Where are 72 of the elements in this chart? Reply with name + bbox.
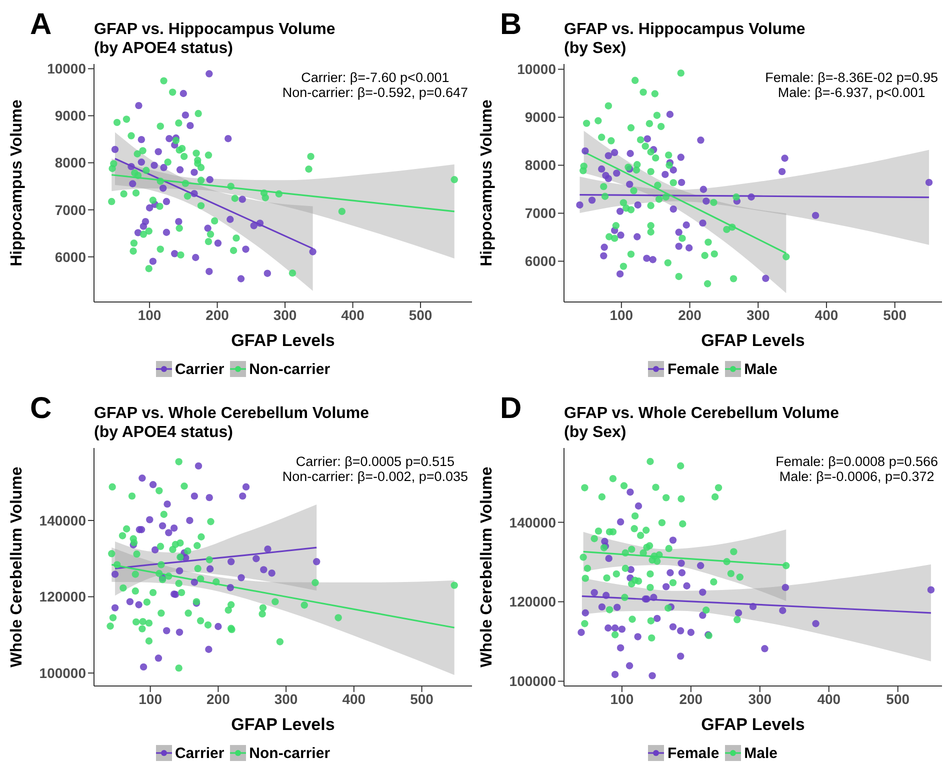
x-tick-label: 300 <box>273 306 297 323</box>
x-axis-title: GFAP Levels <box>231 715 335 734</box>
x-tick-label: 200 <box>206 306 230 323</box>
x-tick-label: 400 <box>341 306 365 323</box>
chart-subtitle: (by Sex) <box>564 39 628 58</box>
annotation: Female: β=-8.36E-02 p=0.95 <box>765 70 938 85</box>
x-tick-label: 500 <box>883 306 907 323</box>
x-axis-title: GFAP Levels <box>701 715 805 734</box>
x-tick-label: 300 <box>274 690 298 707</box>
chart-title: GFAP vs. Whole Cerebellum Volume <box>564 404 840 423</box>
y-tick-label: 6000 <box>54 248 86 265</box>
x-tick-label: 500 <box>886 690 910 707</box>
annotation: Non-carrier: β=-0.592, p=0.647 <box>282 85 468 100</box>
y-tick-label: 10000 <box>517 61 556 78</box>
x-tick-label: 100 <box>610 306 634 323</box>
y-tick-label: 6000 <box>524 253 556 270</box>
y-tick-label: 140000 <box>509 514 556 530</box>
chart-title: GFAP vs. Hippocampus Volume <box>94 20 336 39</box>
chart-subtitle: (by APOE4 status) <box>94 423 234 442</box>
y-tick-label: 8000 <box>524 157 556 174</box>
annotation: Male: β=-6.937, p<0.001 <box>776 85 926 100</box>
annotation: Carrier: β=-7.60 p<0.001 <box>300 70 450 85</box>
y-tick-label: 7000 <box>524 205 556 222</box>
annotation: Carrier: β=0.0005 p=0.515 <box>294 454 456 469</box>
y-axis-title: Hippocampus Volume <box>8 99 26 266</box>
chart-title: GFAP vs. Hippocampus Volume <box>564 20 806 39</box>
chart-subtitle: (by Sex) <box>564 423 628 442</box>
x-tick-label: 100 <box>138 690 162 707</box>
x-tick-label: 400 <box>814 306 838 323</box>
y-tick-label: 10000 <box>47 60 86 77</box>
chart-title: GFAP vs. Whole Cerebellum Volume <box>94 404 370 423</box>
y-axis-title: Hippocampus Volume <box>478 99 496 266</box>
legend-label: Female <box>667 744 720 762</box>
y-tick-label: 100000 <box>509 673 556 690</box>
text: A <box>30 8 52 42</box>
legend-label: Male <box>744 744 778 762</box>
x-tick-label: 500 <box>408 306 432 323</box>
legend-label: Male <box>744 360 778 378</box>
text: D <box>500 392 522 426</box>
x-tick-label: 100 <box>610 690 634 707</box>
legend-label: Carrier <box>174 744 224 762</box>
legend-label: Female <box>667 360 720 378</box>
y-tick-label: 9000 <box>54 108 86 124</box>
annotation: Male: β=-0.0006, p=0.372 <box>778 469 936 484</box>
y-tick-label: 7000 <box>54 202 86 218</box>
y-tick-label: 100000 <box>39 665 86 681</box>
annotation: Non-carrier: β=-0.002, p=0.035 <box>282 469 468 484</box>
text: B <box>500 8 522 42</box>
x-tick-label: 100 <box>138 306 162 323</box>
x-tick-label: 300 <box>746 306 770 323</box>
y-tick-label: 9000 <box>524 109 556 126</box>
y-tick-label: 140000 <box>39 512 86 528</box>
x-tick-label: 400 <box>817 690 841 707</box>
legend-label: Non-carrier <box>249 744 330 762</box>
legend-label: Non-carrier <box>249 360 330 378</box>
annotation: Female: β=0.0008 p=0.566 <box>776 454 938 469</box>
x-tick-label: 200 <box>678 306 702 323</box>
y-tick-label: 120000 <box>509 594 556 610</box>
x-axis-title: GFAP Levels <box>231 331 335 350</box>
x-tick-label: 500 <box>410 690 434 707</box>
y-tick-label: 8000 <box>54 154 86 171</box>
x-tick-label: 400 <box>342 690 366 707</box>
chart-subtitle: (by APOE4 status) <box>94 39 234 58</box>
y-axis-title: Whole Cerebellum Volume <box>478 466 496 668</box>
text: C <box>30 392 52 426</box>
x-axis-title: GFAP Levels <box>701 331 805 350</box>
y-tick-label: 120000 <box>39 588 86 605</box>
x-tick-label: 300 <box>748 690 772 707</box>
y-axis-title: Whole Cerebellum Volume <box>8 466 26 668</box>
legend-label: Carrier <box>174 360 224 378</box>
x-tick-label: 200 <box>679 690 703 707</box>
x-tick-label: 200 <box>206 690 230 707</box>
